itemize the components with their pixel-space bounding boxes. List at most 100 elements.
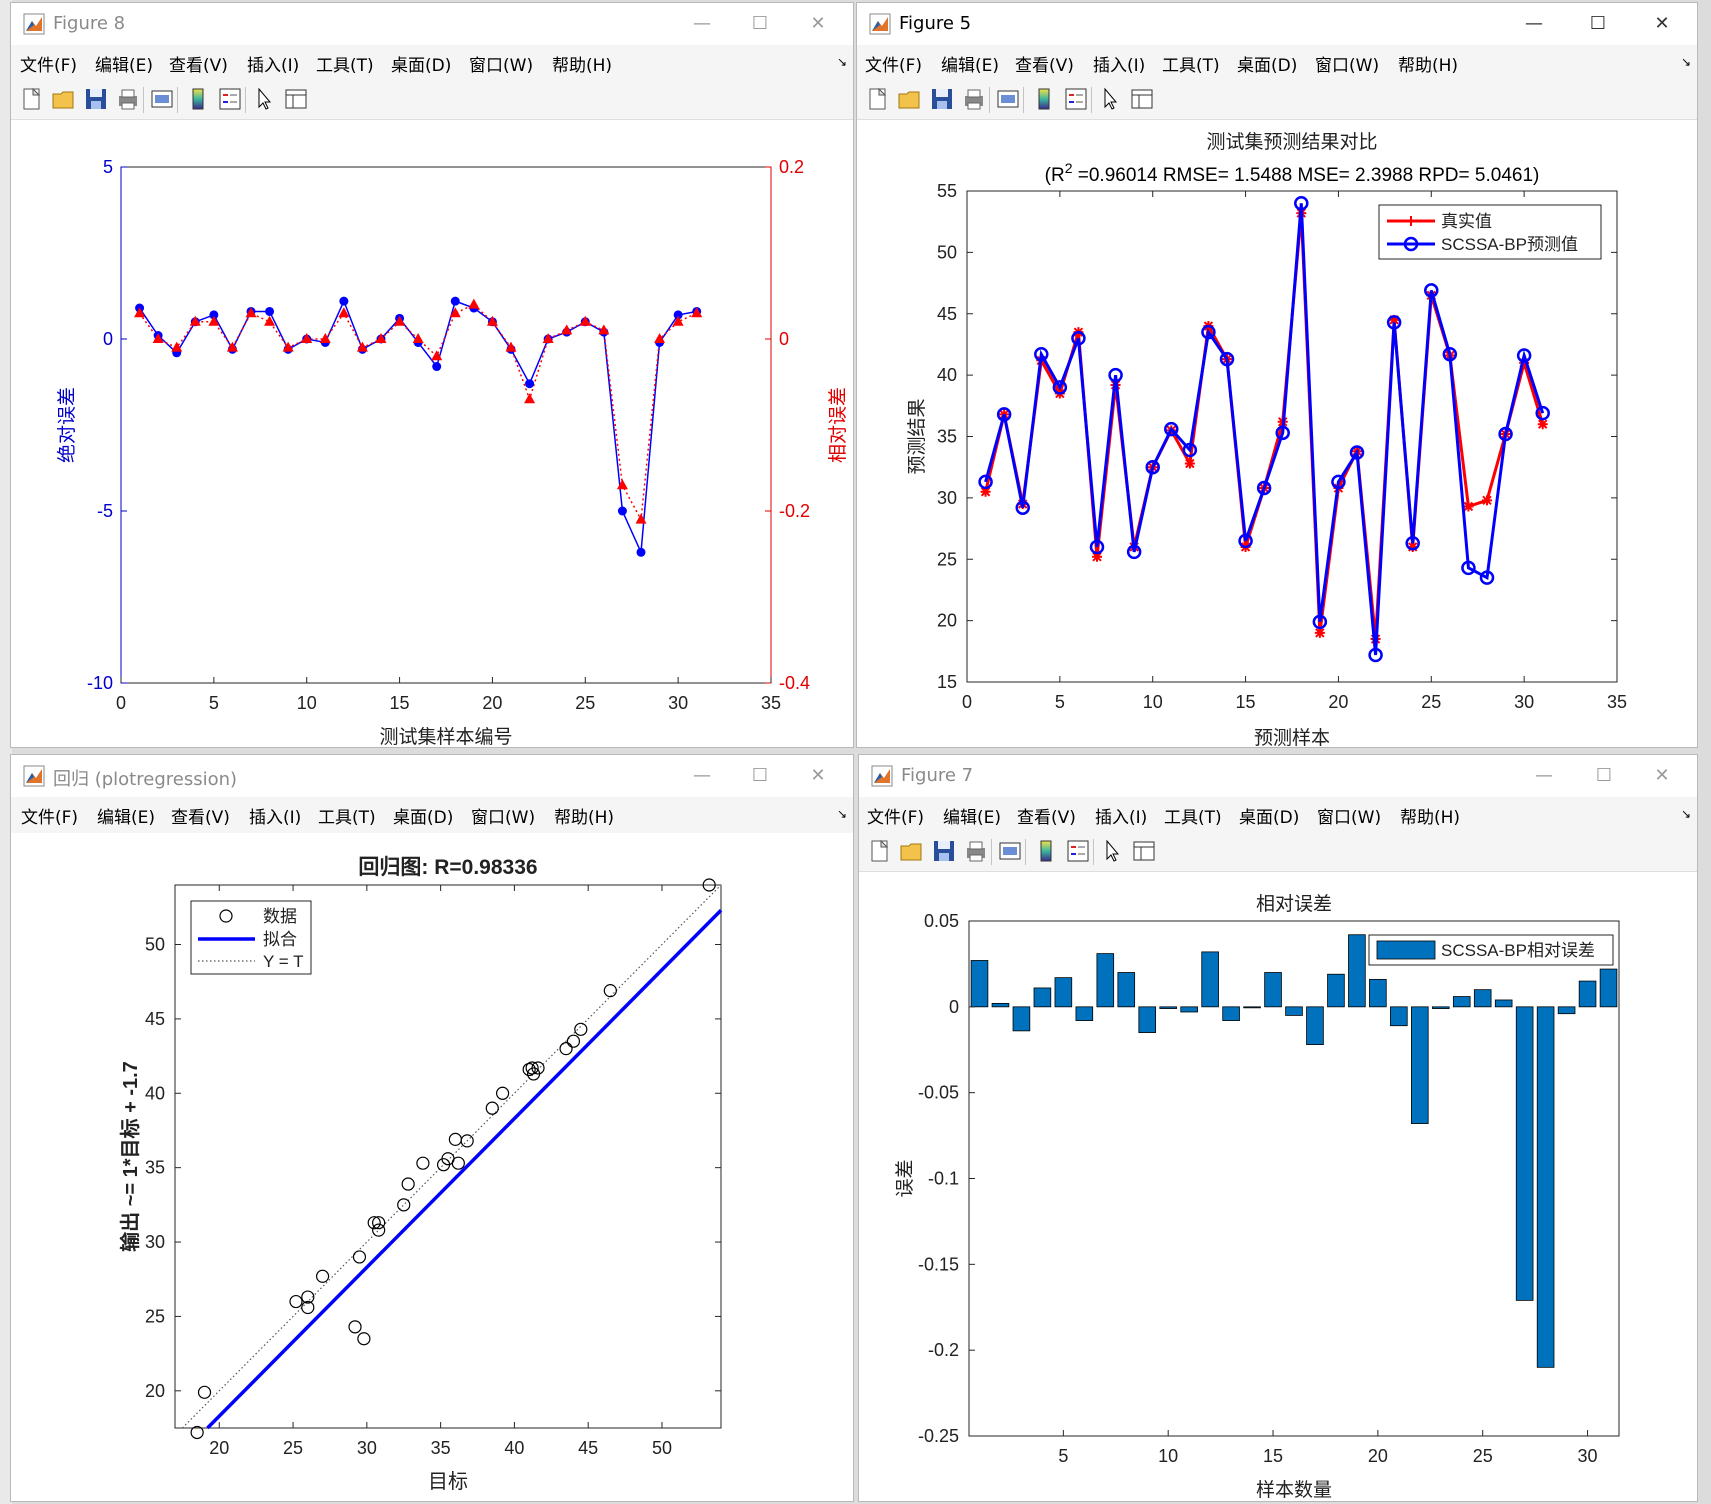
dock-arrow-icon[interactable]: ↘ xyxy=(1680,55,1691,69)
menu-file[interactable]: 文件(F) xyxy=(865,56,923,76)
new-file-icon[interactable] xyxy=(867,838,893,864)
minimize-button[interactable]: — xyxy=(693,13,711,34)
property-editor-icon[interactable] xyxy=(1131,838,1157,864)
x-tick-label: 30 xyxy=(1514,692,1534,712)
maximize-button[interactable]: ☐ xyxy=(751,765,769,786)
menu-file[interactable]: 文件(F) xyxy=(867,808,925,828)
save-icon[interactable] xyxy=(83,86,109,112)
menu-insert[interactable]: 插入(I) xyxy=(1093,56,1146,76)
figure-7-plot[interactable]: 5 10 15 20 25 30 0.05 0 -0.05 -0.1 -0.15 -0.2 -0.25 相… xyxy=(859,755,1698,1502)
menu-desktop[interactable]: 桌面(D) xyxy=(393,808,454,828)
menu-help[interactable]: 帮助(H) xyxy=(1398,56,1459,76)
open-folder-icon[interactable] xyxy=(899,838,925,864)
menu-tools[interactable]: 工具(T) xyxy=(1162,56,1220,76)
predicted-value-marker xyxy=(1238,533,1253,549)
title-bar[interactable]: Figure 7 — ☐ ✕ xyxy=(859,755,1697,797)
print-icon[interactable] xyxy=(961,86,987,112)
new-file-icon[interactable] xyxy=(865,86,891,112)
menu-view[interactable]: 查看(V) xyxy=(169,56,228,76)
close-button[interactable]: ✕ xyxy=(810,765,826,786)
menu-edit[interactable]: 编辑(E) xyxy=(941,56,1000,76)
menu-help[interactable]: 帮助(H) xyxy=(552,56,613,76)
menu-view[interactable]: 查看(V) xyxy=(1017,808,1076,828)
x-tick-label: 20 xyxy=(1328,692,1348,712)
menu-desktop[interactable]: 桌面(D) xyxy=(391,56,452,76)
menu-insert[interactable]: 插入(I) xyxy=(1095,808,1148,828)
menu-tools[interactable]: 工具(T) xyxy=(316,56,374,76)
menu-edit[interactable]: 编辑(E) xyxy=(97,808,156,828)
menu-window[interactable]: 窗口(W) xyxy=(469,56,534,76)
new-file-icon[interactable] xyxy=(19,86,45,112)
minimize-button[interactable]: — xyxy=(693,765,711,786)
dock-arrow-icon[interactable]: ↘ xyxy=(836,807,847,821)
save-icon[interactable] xyxy=(929,86,955,112)
window-title: 回归 (plotregression) xyxy=(53,769,238,790)
figure-5-window[interactable]: Figure 5 — ☐ ✕ 文件(F) 编辑(E) 查看(V) 插入(I) 工… xyxy=(856,2,1698,748)
pointer-icon[interactable] xyxy=(1097,86,1123,112)
maximize-button[interactable]: ☐ xyxy=(1589,13,1607,34)
open-folder-icon[interactable] xyxy=(897,86,923,112)
save-icon[interactable] xyxy=(931,838,957,864)
y-tick-label: 20 xyxy=(937,611,957,631)
menu-edit[interactable]: 编辑(E) xyxy=(943,808,1002,828)
x-tick-label: 5 xyxy=(209,693,219,713)
figure-5-plot[interactable]: 0 5 10 15 20 25 30 35 55 50 45 40 35 30 25 20 15 测试集预测结果对… xyxy=(857,3,1698,748)
dock-arrow-icon[interactable]: ↘ xyxy=(836,55,847,69)
print-icon[interactable] xyxy=(115,86,141,112)
menu-help[interactable]: 帮助(H) xyxy=(554,808,615,828)
property-editor-icon[interactable] xyxy=(1129,86,1155,112)
predicted-value-marker xyxy=(1034,347,1049,362)
regression-window[interactable]: 回归 (plotregression) — ☐ ✕ 文件(F) 编辑(E) 查看… xyxy=(10,754,854,1502)
y-left-axis-label: 绝对误差 xyxy=(56,387,78,463)
print-preview-icon[interactable] xyxy=(149,86,175,112)
menu-help[interactable]: 帮助(H) xyxy=(1400,808,1461,828)
menu-window[interactable]: 窗口(W) xyxy=(1317,808,1382,828)
relative-error-point xyxy=(282,341,294,352)
regression-plot[interactable]: 20 25 30 35 40 45 50 50 45 40 35 30 25 20 回归图: R=0.983… xyxy=(11,755,854,1502)
menu-window[interactable]: 窗口(W) xyxy=(471,808,536,828)
property-editor-icon[interactable] xyxy=(283,86,309,112)
menu-file[interactable]: 文件(F) xyxy=(20,56,78,76)
legend-icon[interactable] xyxy=(217,86,243,112)
title-bar[interactable]: 回归 (plotregression) — ☐ ✕ xyxy=(11,755,853,797)
colorbar-icon[interactable] xyxy=(1031,86,1057,112)
relative-error-point xyxy=(505,341,517,352)
maximize-button[interactable]: ☐ xyxy=(751,13,769,34)
error-bar xyxy=(991,1002,1010,1008)
print-preview-icon[interactable] xyxy=(997,838,1023,864)
menu-view[interactable]: 查看(V) xyxy=(171,808,230,828)
menu-tools[interactable]: 工具(T) xyxy=(1164,808,1222,828)
title-bar[interactable]: Figure 5 — ☐ ✕ xyxy=(857,3,1697,45)
print-preview-icon[interactable] xyxy=(995,86,1021,112)
pointer-icon[interactable] xyxy=(251,86,277,112)
close-button[interactable]: ✕ xyxy=(1654,13,1670,34)
menu-insert[interactable]: 插入(I) xyxy=(249,808,302,828)
menu-desktop[interactable]: 桌面(D) xyxy=(1239,808,1300,828)
menu-file[interactable]: 文件(F) xyxy=(21,808,79,828)
dock-arrow-icon[interactable]: ↘ xyxy=(1680,807,1691,821)
menu-insert[interactable]: 插入(I) xyxy=(247,56,300,76)
minimize-button[interactable]: — xyxy=(1535,765,1553,786)
relative-error-point xyxy=(338,307,350,318)
title-bar[interactable]: Figure 8 — ☐ ✕ xyxy=(11,3,853,45)
figure-8-window[interactable]: Figure 8 — ☐ ✕ 文件(F) 编辑(E) 查看(V) 插入(I) 工… xyxy=(10,2,854,748)
colorbar-icon[interactable] xyxy=(1033,838,1059,864)
legend-icon[interactable] xyxy=(1065,838,1091,864)
figure-7-window[interactable]: Figure 7 — ☐ ✕ 文件(F) 编辑(E) 查看(V) 插入(I) 工… xyxy=(858,754,1698,1502)
print-icon[interactable] xyxy=(963,838,989,864)
x-tick-label: 15 xyxy=(1263,1446,1283,1466)
menu-edit[interactable]: 编辑(E) xyxy=(95,56,154,76)
close-button[interactable]: ✕ xyxy=(1654,765,1670,786)
menu-window[interactable]: 窗口(W) xyxy=(1315,56,1380,76)
open-folder-icon[interactable] xyxy=(51,86,77,112)
close-button[interactable]: ✕ xyxy=(810,13,826,34)
menu-tools[interactable]: 工具(T) xyxy=(318,808,376,828)
menu-view[interactable]: 查看(V) xyxy=(1015,56,1074,76)
minimize-button[interactable]: — xyxy=(1525,13,1543,34)
legend-icon[interactable] xyxy=(1063,86,1089,112)
menu-desktop[interactable]: 桌面(D) xyxy=(1237,56,1298,76)
pointer-icon[interactable] xyxy=(1099,838,1125,864)
maximize-button[interactable]: ☐ xyxy=(1595,765,1613,786)
figure-8-plot[interactable]: 0 5 10 15 20 25 30 35 5 0 -5 -10 0.2 0 -0.2 -0.4 测试集样本编号… xyxy=(11,3,854,748)
colorbar-icon[interactable] xyxy=(185,86,211,112)
